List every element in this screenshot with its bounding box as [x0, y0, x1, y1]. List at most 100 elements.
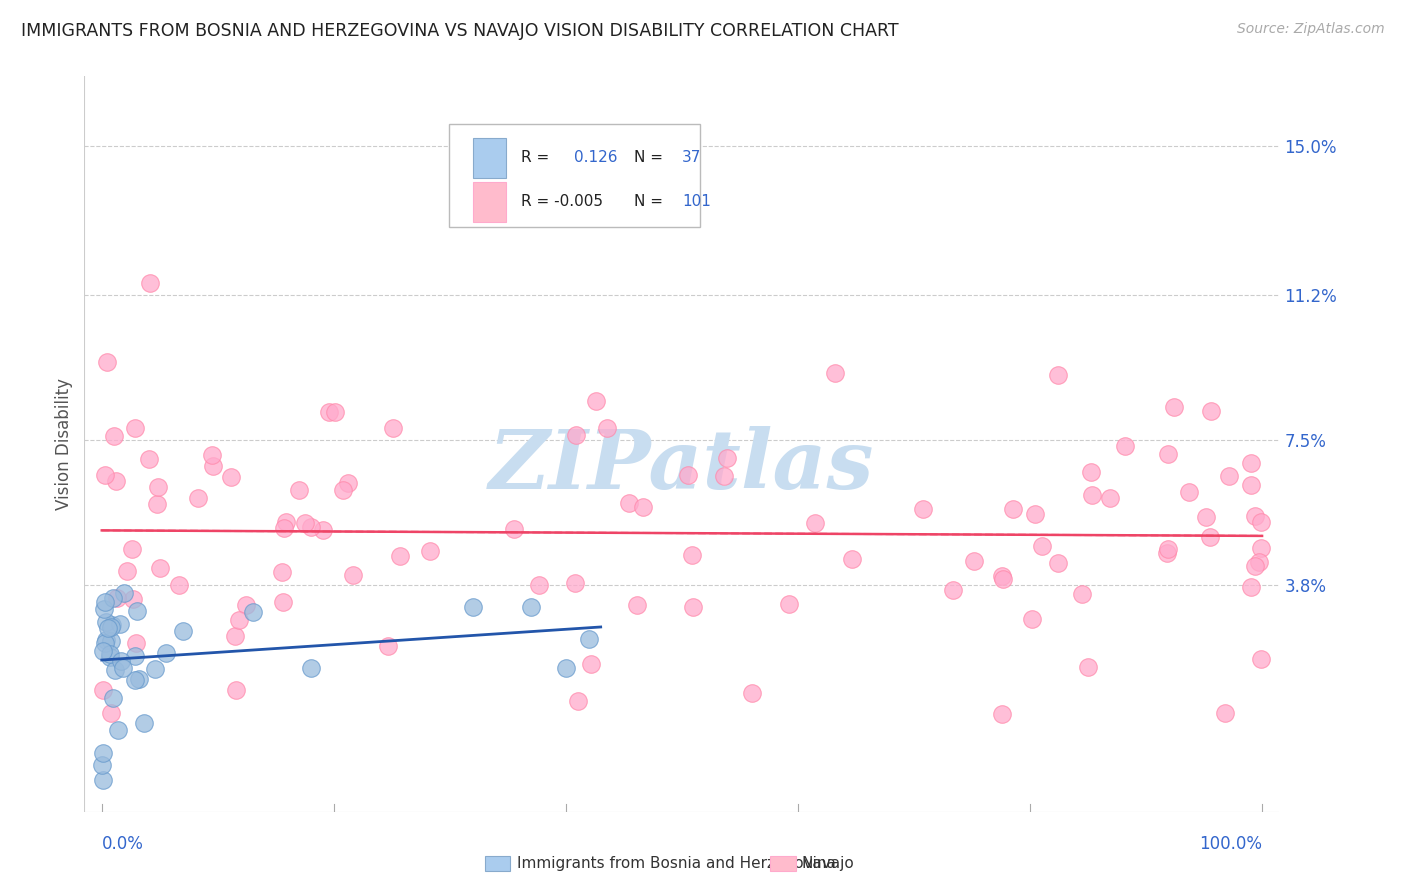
Point: [121, 541, 143, 556]
Point: [98, 648, 121, 662]
Point: [1031, 539, 1053, 553]
Text: R =: R =: [520, 151, 548, 165]
Point: [1199, 404, 1222, 418]
Point: [991, 573, 1014, 587]
Point: [93, 601, 115, 615]
Point: [101, 591, 124, 606]
Text: 0.126: 0.126: [575, 151, 617, 165]
Point: [1239, 580, 1261, 594]
Text: N =: N =: [634, 151, 664, 165]
Point: [1163, 401, 1185, 415]
Point: [138, 277, 160, 291]
Point: [103, 429, 125, 443]
Point: [132, 715, 155, 730]
Point: [115, 564, 138, 578]
Point: [1240, 478, 1263, 492]
Point: [94, 595, 117, 609]
Point: [94, 633, 117, 648]
Point: [1047, 368, 1070, 382]
Point: [682, 600, 704, 615]
Point: [228, 614, 250, 628]
Point: [103, 663, 125, 677]
Point: [1240, 456, 1263, 470]
Bar: [472, 182, 506, 222]
Y-axis label: Vision Disability: Vision Disability: [55, 378, 73, 509]
Point: [219, 470, 242, 484]
FancyBboxPatch shape: [449, 124, 700, 227]
Point: [202, 459, 225, 474]
Point: [1250, 652, 1272, 666]
Point: [377, 639, 399, 653]
Point: [554, 661, 576, 675]
Point: [741, 686, 763, 700]
Point: [100, 634, 122, 648]
Point: [1114, 439, 1136, 453]
Point: [91, 682, 114, 697]
Point: [824, 367, 846, 381]
Point: [1157, 446, 1180, 460]
Point: [1098, 491, 1121, 505]
Point: [991, 569, 1014, 583]
Point: [107, 723, 129, 737]
Point: [125, 636, 148, 650]
Point: [91, 773, 114, 788]
Text: 0.0%: 0.0%: [101, 835, 143, 854]
Point: [1001, 501, 1024, 516]
Point: [96, 615, 118, 629]
Point: [804, 516, 827, 531]
Point: [98, 650, 121, 665]
Point: [91, 757, 114, 772]
Point: [1244, 558, 1267, 573]
Point: [172, 624, 194, 639]
Point: [1195, 510, 1218, 524]
Point: [124, 421, 146, 435]
Text: Immigrants from Bosnia and Herzegovina: Immigrants from Bosnia and Herzegovina: [517, 856, 837, 871]
Point: [713, 468, 735, 483]
Point: [502, 522, 524, 536]
Point: [101, 617, 124, 632]
Text: Source: ZipAtlas.com: Source: ZipAtlas.com: [1237, 22, 1385, 37]
Point: [274, 515, 297, 529]
Text: N =: N =: [634, 194, 664, 210]
Point: [111, 661, 134, 675]
Point: [1199, 530, 1222, 544]
Point: [97, 621, 120, 635]
Point: [114, 585, 136, 599]
Point: [1077, 659, 1099, 673]
Point: [1047, 556, 1070, 570]
Point: [146, 480, 169, 494]
Point: [273, 521, 295, 535]
Text: 100.0%: 100.0%: [1199, 835, 1263, 854]
Point: [110, 654, 132, 668]
Point: [108, 617, 131, 632]
Point: [1156, 546, 1178, 560]
Point: [1080, 465, 1102, 479]
Point: [224, 629, 246, 643]
Point: [288, 483, 311, 497]
Point: [619, 496, 641, 510]
Text: 101: 101: [682, 194, 711, 210]
Bar: [472, 137, 506, 178]
Point: [146, 497, 169, 511]
Point: [1157, 541, 1180, 556]
Point: [94, 468, 117, 483]
Point: [332, 483, 354, 497]
Point: [1250, 515, 1272, 529]
Point: [187, 491, 209, 505]
Text: 37: 37: [682, 151, 702, 165]
Point: [323, 404, 346, 418]
Text: IMMIGRANTS FROM BOSNIA AND HERZEGOVINA VS NAVAJO VISION DISABILITY CORRELATION C: IMMIGRANTS FROM BOSNIA AND HERZEGOVINA V…: [21, 22, 898, 40]
Point: [299, 660, 322, 674]
Point: [520, 599, 543, 614]
Point: [342, 567, 364, 582]
Point: [1177, 484, 1199, 499]
Point: [124, 673, 146, 687]
Point: [149, 561, 172, 575]
Point: [778, 597, 800, 611]
Point: [271, 565, 294, 579]
Point: [1218, 469, 1240, 483]
Point: [1070, 587, 1092, 601]
Point: [225, 682, 247, 697]
Point: [567, 694, 589, 708]
Point: [564, 576, 586, 591]
